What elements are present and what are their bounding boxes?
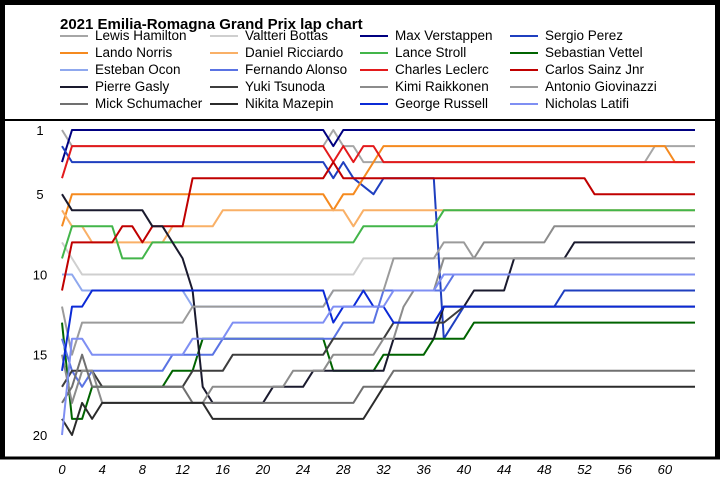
x-tick-label: 12	[175, 462, 190, 477]
legend-swatch	[510, 86, 538, 88]
series-line	[61, 209, 695, 260]
legend-label: Fernando Alonso	[245, 62, 348, 77]
legend-label: Pierre Gasly	[95, 79, 170, 94]
legend-swatch	[60, 35, 88, 37]
legend-label: Nicholas Latifi	[545, 96, 630, 111]
series-line	[61, 241, 695, 356]
legend-label: Sebastian Vettel	[545, 45, 643, 60]
legend-swatch	[360, 69, 388, 71]
legend-label: Sergio Perez	[545, 28, 624, 43]
legend-label: Nikita Mazepin	[245, 96, 334, 111]
series-line	[61, 145, 695, 227]
chart-title: 2021 Emilia-Romagna Grand Prix lap chart	[60, 16, 363, 33]
legend: Lewis Hamilton Valtteri Bottas Max Verstap…	[5, 5, 715, 119]
x-tick-label: 40	[457, 462, 472, 477]
series-line	[61, 225, 695, 404]
y-tick-label: 1	[36, 123, 43, 138]
legend-label: Valtteri Bottas	[245, 28, 329, 43]
x-tick-label: 32	[376, 462, 391, 477]
legend-label: Mick Schumacher	[95, 96, 203, 111]
legend-label: Charles Leclerc	[395, 62, 489, 77]
x-tick-label: 60	[658, 462, 673, 477]
legend-swatch	[60, 52, 88, 54]
x-tick-label: 56	[617, 462, 632, 477]
x-tick-label: 0	[58, 462, 66, 477]
legend-swatch	[360, 86, 388, 88]
x-tick-label: 48	[537, 462, 552, 477]
legend-swatch	[360, 52, 388, 54]
y-tick-label: 20	[33, 428, 47, 443]
legend-label: Yuki Tsunoda	[245, 79, 326, 94]
x-tick-label: 28	[335, 462, 351, 477]
x-tick-label: 8	[139, 462, 147, 477]
x-tick-label: 16	[216, 462, 231, 477]
series-line	[61, 161, 695, 291]
legend-swatch	[510, 52, 538, 54]
legend-label: Antonio Giovinazzi	[545, 79, 657, 94]
series-line	[61, 385, 695, 436]
legend-swatch	[360, 35, 388, 37]
x-tick-label: 24	[295, 462, 310, 477]
legend-swatch	[210, 103, 238, 105]
legend-swatch	[510, 103, 538, 105]
legend-swatch	[210, 52, 238, 54]
y-tick-label: 10	[33, 267, 47, 282]
legend-swatch	[210, 69, 238, 71]
legend-label: Max Verstappen	[395, 28, 493, 43]
legend-label: Kimi Raikkonen	[395, 79, 489, 94]
series-line	[61, 305, 695, 388]
legend-label: Carlos Sainz Jnr	[545, 62, 645, 77]
chart-header: 2021 Emilia-Romagna Grand Prix lap chart…	[5, 5, 715, 119]
x-tick-label: 36	[416, 462, 431, 477]
x-tick-label: 52	[577, 462, 592, 477]
legend-swatch	[360, 103, 388, 105]
series-line	[61, 145, 695, 179]
legend-label: Lewis Hamilton	[95, 28, 187, 43]
legend-swatch	[60, 69, 88, 71]
legend-swatch	[210, 86, 238, 88]
legend-swatch	[60, 103, 88, 105]
x-tick-label: 20	[255, 462, 271, 477]
y-tick-label: 5	[36, 187, 43, 202]
legend-label: George Russell	[395, 96, 489, 111]
legend-label: Lando Norris	[95, 45, 173, 60]
legend-swatch	[210, 35, 238, 37]
x-axis-band	[0, 458, 720, 500]
series-line	[61, 129, 695, 163]
legend-swatch	[60, 86, 88, 88]
legend-label: Esteban Ocon	[95, 62, 181, 77]
x-tick-label: 44	[497, 462, 511, 477]
legend-label: Daniel Ricciardo	[245, 45, 344, 60]
series-line	[61, 193, 695, 404]
legend-label: Lance Stroll	[395, 45, 467, 60]
legend-swatch	[510, 69, 538, 71]
series-line	[61, 273, 695, 436]
y-tick-label: 15	[33, 348, 47, 363]
x-tick-label: 4	[99, 462, 106, 477]
legend-swatch	[510, 35, 538, 37]
